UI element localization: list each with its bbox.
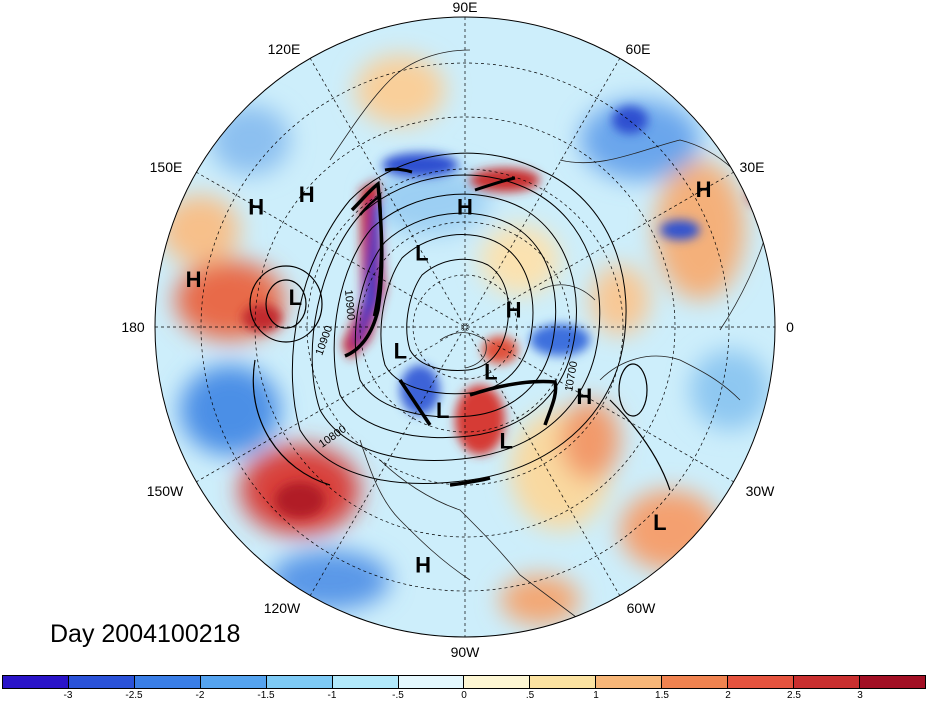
colorbar <box>2 675 926 689</box>
low-pressure-label: L <box>499 428 512 453</box>
colorbar-tick-label: 2 <box>725 690 731 701</box>
high-pressure-label: H <box>576 384 592 409</box>
low-pressure-label: L <box>484 360 497 385</box>
colorbar-segment <box>68 676 135 688</box>
height-contours <box>249 152 671 491</box>
high-pressure-label: H <box>299 182 315 207</box>
colorbar-tick-label: -1 <box>327 690 337 701</box>
colorbar-tick-label: -2.5 <box>125 690 143 701</box>
low-pressure-label: L <box>653 510 666 535</box>
colorbar-segment <box>3 676 69 688</box>
contour-label: 10900 <box>342 289 357 321</box>
high-pressure-label: H <box>248 194 264 219</box>
low-pressure-label: L <box>415 240 428 265</box>
colorbar-segment <box>596 676 663 688</box>
colorbar-tick-label: 1.5 <box>655 690 669 701</box>
high-pressure-label: H <box>506 297 522 322</box>
colorbar-tick-label: 1 <box>593 690 599 701</box>
colorbar-segment <box>794 676 860 688</box>
colorbar-tick-label: 2.5 <box>787 690 801 701</box>
colorbar-segment <box>530 676 597 688</box>
colorbar-segment <box>332 676 399 688</box>
lon-label-60w: 60W <box>627 600 657 616</box>
high-pressure-label: H <box>457 194 473 219</box>
colorbar-tick-label: -2 <box>195 690 205 701</box>
lon-label-30e: 30E <box>740 159 765 175</box>
low-pressure-label: L <box>289 285 302 310</box>
graticule <box>155 17 775 637</box>
anomaly-field <box>155 17 775 637</box>
low-pressure-label: L <box>394 339 407 364</box>
map-border <box>154 16 776 638</box>
colorbar-segment <box>398 676 465 688</box>
colorbar-tick-label: -3 <box>63 690 73 701</box>
colorbar-tick-label: .5 <box>525 690 535 701</box>
colorbar-tick-label: 3 <box>857 690 863 701</box>
high-pressure-label: H <box>696 177 712 202</box>
colorbar-segment <box>728 676 795 688</box>
lon-label-0: 0 <box>786 319 794 335</box>
pressure-centers: H H H H L L H H L L L L H H L <box>186 177 712 577</box>
lon-label-120w: 120W <box>264 600 301 616</box>
colorbar-segment <box>200 676 267 688</box>
low-pressure-label: L <box>436 398 449 423</box>
colorbar-segment <box>662 676 729 688</box>
high-pressure-label: H <box>415 552 431 577</box>
map-date-title: Day 2004100218 <box>50 620 241 648</box>
high-pressure-label: H <box>186 267 202 292</box>
lon-label-90e: 90E <box>453 0 478 15</box>
lon-label-90w: 90W <box>451 644 481 660</box>
longitude-labels: 90E 60E 30E 0 30W 60W 90W 120W 150W 180 … <box>121 0 794 660</box>
colorbar-segment <box>464 676 531 688</box>
lon-label-60e: 60E <box>626 41 651 57</box>
colorbar-tick-label: -1.5 <box>257 690 275 701</box>
lon-label-30w: 30W <box>746 483 776 499</box>
lon-label-150e: 150E <box>150 159 183 175</box>
lon-label-180: 180 <box>121 319 145 335</box>
lon-label-150w: 150W <box>147 483 184 499</box>
lon-label-120e: 120E <box>268 41 301 57</box>
colorbar-tick-label: -.5 <box>392 690 404 701</box>
colorbar-segment <box>134 676 201 688</box>
colorbar-segment <box>266 676 333 688</box>
contour-label: 10700 <box>563 360 580 392</box>
colorbar-tick-labels: -3 -2.5 -2 -1.5 -1 -.5 0 .5 1 1.5 2 2.5 3 <box>0 690 928 702</box>
colorbar-tick-label: 0 <box>461 690 467 701</box>
colorbar-segment <box>859 676 925 688</box>
